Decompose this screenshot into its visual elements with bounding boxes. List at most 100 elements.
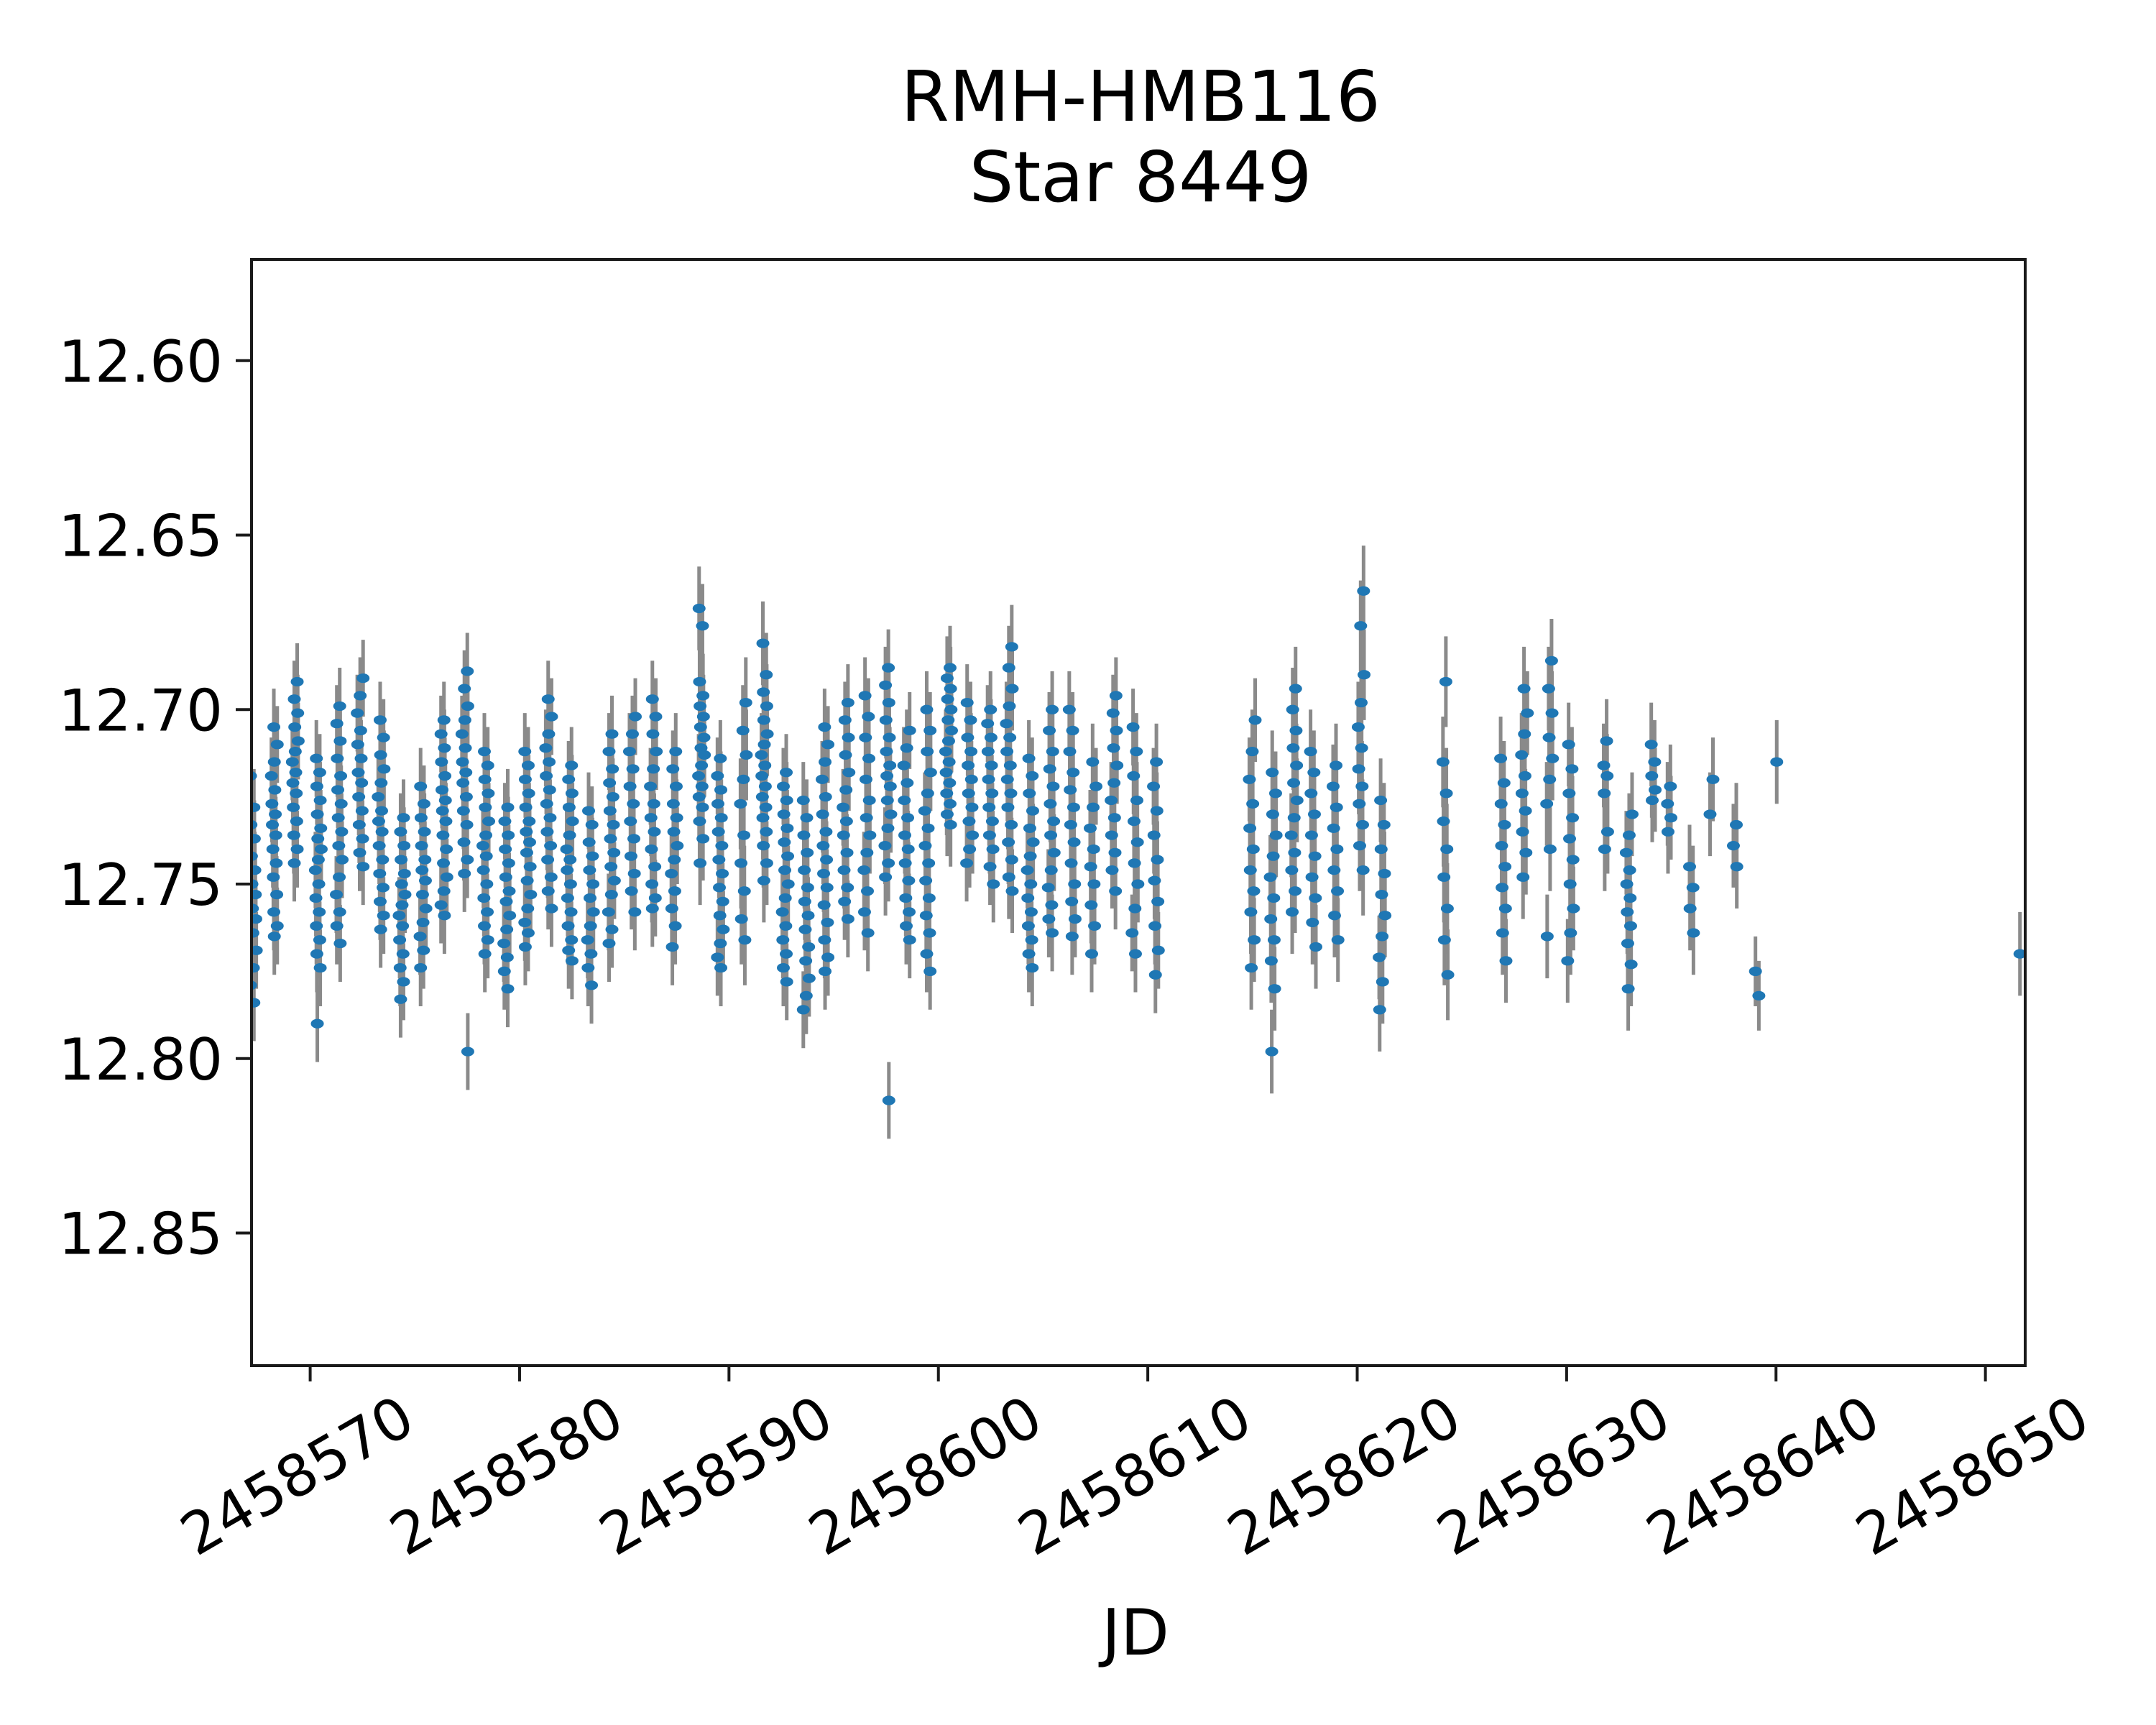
data-point	[923, 768, 937, 778]
data-point	[1005, 819, 1018, 830]
data-point	[1005, 886, 1019, 896]
data-point	[1125, 928, 1139, 938]
data-point	[648, 893, 662, 903]
data-point	[1023, 788, 1036, 799]
data-point	[1564, 928, 1577, 938]
data-point	[502, 886, 516, 896]
data-point	[270, 921, 284, 931]
data-point	[376, 855, 390, 865]
data-point	[499, 844, 512, 855]
data-point	[1127, 816, 1141, 827]
data-point	[779, 921, 793, 931]
data-point	[522, 788, 535, 799]
data-point	[501, 984, 515, 994]
data-point	[330, 889, 344, 900]
data-point	[1084, 949, 1098, 959]
data-point	[1289, 725, 1303, 736]
data-point	[266, 819, 280, 830]
data-point	[1023, 823, 1036, 833]
data-point	[781, 851, 795, 861]
data-point	[839, 816, 853, 827]
data-point	[901, 813, 915, 823]
data-point	[1130, 795, 1143, 806]
data-point	[1064, 819, 1077, 830]
data-point	[285, 757, 299, 767]
data-point	[858, 691, 872, 701]
data-point	[1498, 862, 1512, 872]
data-point	[270, 858, 283, 868]
data-point	[518, 774, 532, 784]
data-point	[439, 816, 453, 827]
data-point	[1002, 837, 1015, 847]
data-point	[694, 858, 707, 868]
data-point	[711, 827, 725, 837]
data-point	[1264, 914, 1278, 924]
y-tick-label: 12.80	[58, 1026, 223, 1093]
data-point	[837, 830, 850, 840]
data-point	[1147, 830, 1161, 840]
data-point	[1309, 942, 1323, 952]
data-point	[1062, 704, 1076, 714]
data-point	[859, 732, 872, 742]
data-point	[545, 903, 558, 914]
data-point	[1519, 847, 1533, 857]
data-point	[919, 875, 933, 886]
data-point	[647, 799, 660, 809]
data-point	[395, 879, 408, 889]
data-point	[501, 802, 515, 812]
data-point	[1150, 757, 1164, 767]
data-point	[898, 858, 912, 868]
data-point	[1326, 781, 1340, 791]
data-point	[582, 837, 596, 847]
data-point	[755, 792, 769, 802]
data-point	[355, 806, 369, 816]
data-point	[648, 827, 661, 837]
data-point	[738, 935, 752, 945]
data-point	[354, 753, 368, 763]
data-point	[650, 746, 663, 757]
data-point	[1023, 851, 1037, 861]
data-point	[436, 806, 449, 816]
data-point	[519, 802, 533, 812]
data-point	[1687, 928, 1700, 938]
data-point	[561, 865, 574, 875]
data-point	[775, 907, 789, 917]
data-point	[520, 847, 533, 857]
data-point	[522, 837, 536, 847]
data-point	[479, 802, 492, 812]
data-point	[1540, 799, 1554, 809]
data-point	[288, 746, 302, 757]
data-point	[393, 935, 407, 945]
data-point	[1290, 795, 1304, 806]
data-point	[734, 799, 747, 809]
data-point	[565, 956, 579, 966]
data-point	[1005, 855, 1018, 865]
data-point	[267, 757, 281, 767]
data-point	[883, 732, 896, 742]
data-point	[1084, 900, 1098, 910]
data-point	[354, 691, 367, 701]
data-point	[544, 841, 558, 851]
data-point	[1065, 896, 1079, 906]
data-point	[1130, 746, 1143, 757]
data-point	[879, 872, 893, 882]
data-point	[1518, 729, 1531, 739]
data-point	[624, 851, 637, 861]
data-point	[459, 792, 473, 802]
data-point	[668, 886, 681, 896]
data-point	[1545, 708, 1559, 718]
data-point	[819, 792, 832, 802]
data-point	[521, 928, 535, 938]
data-point	[1246, 844, 1260, 855]
data-point	[799, 956, 813, 966]
data-point	[377, 764, 391, 774]
data-point	[252, 914, 262, 924]
data-point	[984, 732, 998, 742]
data-point	[757, 841, 770, 851]
data-point	[373, 896, 387, 906]
data-point	[581, 935, 594, 945]
data-point	[1021, 893, 1035, 903]
data-point	[1290, 760, 1304, 770]
data-point	[1621, 938, 1634, 949]
data-point	[1561, 956, 1575, 966]
